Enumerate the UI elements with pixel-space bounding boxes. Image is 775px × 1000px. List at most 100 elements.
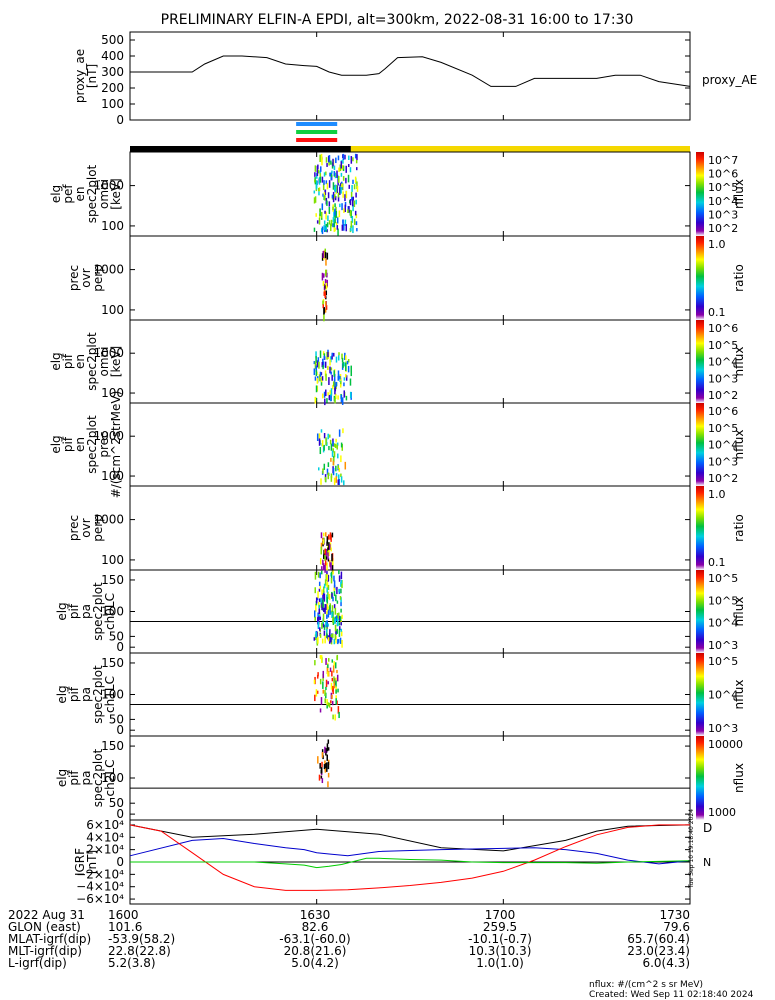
spectrogram-cell: [336, 586, 338, 595]
spectrogram-cell: [339, 187, 341, 195]
spectrogram-cell: [328, 593, 331, 601]
spectrogram-cell: [326, 562, 328, 571]
spectrogram-cell: [320, 775, 323, 779]
spectrogram-cell: [332, 223, 334, 228]
spectrogram-cell: [326, 613, 328, 619]
spectrogram-cell: [328, 201, 331, 207]
spectrogram-cell: [339, 384, 342, 388]
spectrogram-cell: [323, 286, 326, 294]
spectrogram-cell: [349, 167, 352, 173]
spectrogram-cell: [337, 465, 340, 469]
spectrogram-cell: [327, 351, 329, 358]
spectrogram-cell: [319, 350, 322, 358]
spectrogram-cell: [319, 447, 322, 455]
panel-frame-spin_full_omni: [129, 151, 691, 237]
spectrogram-cell: [323, 273, 325, 278]
spectrogram-cell: [345, 177, 347, 184]
y-axis-label: omni: [97, 179, 111, 209]
y-tick-label: 100: [101, 469, 124, 483]
y-axis-label: pa: [79, 687, 93, 702]
spectrogram-cell: [319, 763, 321, 769]
spectrogram-cell: [313, 197, 316, 204]
spectrogram-cell: [344, 352, 346, 360]
spectrogram-cell: [343, 223, 345, 231]
spectrogram-cell: [323, 314, 325, 322]
colorbar-tick-label: 10^3: [708, 372, 738, 385]
spectrogram-cell: [336, 217, 339, 224]
spectrogram-cell: [330, 395, 332, 402]
spectrogram-cell: [325, 180, 328, 185]
spectrogram-cell: [340, 571, 343, 580]
spectrogram-cell: [322, 300, 324, 306]
y-axis-label: en: [73, 354, 87, 369]
created-timestamp: Created: Wed Sep 11 02:18:40 2024: [589, 990, 754, 1000]
spectrogram-cell: [322, 623, 325, 628]
y-axis-label: pef: [61, 184, 75, 204]
spectrogram-cell: [333, 575, 335, 582]
colorbar-label: nflux: [732, 680, 746, 710]
y-tick-label: 1000: [93, 263, 124, 277]
spectrogram-cell: [325, 305, 328, 310]
spectrogram-cell: [351, 215, 354, 223]
spectrogram-cell: [323, 391, 326, 398]
y-tick-label: 150: [101, 656, 124, 670]
spectrogram-cell: [326, 754, 328, 761]
spectrogram-cell: [334, 194, 336, 198]
spectrogram-cell: [322, 689, 325, 694]
orbit-row-value: 79.6: [663, 920, 690, 934]
spectrogram-cell: [320, 429, 323, 433]
spectrogram-cell: [321, 203, 324, 211]
spectrogram-cell: [339, 626, 341, 630]
spectrogram-cell: [335, 356, 338, 363]
spectrogram-cell: [322, 593, 324, 601]
spectrogram-cell: [344, 194, 346, 202]
spectrogram-cell: [335, 698, 337, 705]
spectrogram-cell: [332, 460, 335, 466]
spectrogram-cell: [314, 571, 317, 580]
spectrogram-cell: [355, 199, 357, 205]
spectrogram-cell: [330, 371, 332, 375]
spectrogram-cell: [317, 637, 319, 644]
spectrogram-cell: [335, 206, 337, 215]
spectrogram-cell: [329, 544, 331, 550]
spectrogram-cell: [338, 615, 341, 621]
spectrogram-cell: [347, 365, 350, 373]
spectrogram-cell: [323, 353, 326, 358]
spectrogram-cell: [331, 532, 334, 538]
spectrogram-cell: [322, 351, 325, 356]
spectrogram-cell: [328, 180, 331, 188]
spectrogram-cell: [340, 442, 343, 448]
colorbar-tick-label: 10^3: [708, 722, 738, 735]
spectrogram-cell: [348, 206, 350, 213]
y-axis-label: spec2plot: [85, 164, 99, 223]
colorbar-tick-label: 1.0: [708, 488, 726, 501]
spectrogram-cell: [340, 622, 342, 626]
orbit-row-value: -10.1(-0.7): [468, 932, 532, 946]
spectrogram-cell: [321, 393, 324, 399]
y-axis-label: pif: [67, 770, 81, 786]
spectrogram-cell: [326, 698, 328, 706]
spectrogram-cell: [327, 670, 330, 677]
colorbar-label: nflux: [732, 597, 746, 627]
spectrogram-cell: [327, 155, 330, 163]
spectrogram-cell: [319, 374, 321, 382]
spectrogram-cell: [319, 633, 322, 638]
spectrogram-cell: [326, 596, 329, 605]
spectrogram-cell: [333, 681, 335, 689]
spectrogram-cell: [334, 208, 336, 217]
spectrogram-cell: [341, 639, 343, 648]
spectrogram-cell: [331, 194, 334, 199]
y-axis-label: elg: [49, 435, 63, 453]
spectrogram-cell: [355, 159, 358, 164]
spectrogram-cell: [331, 450, 334, 457]
spectrogram-cell: [326, 163, 328, 167]
spectrogram-cell: [330, 636, 332, 643]
spectrogram-cell: [318, 588, 321, 592]
y-axis-label: IGRF: [73, 848, 87, 876]
orbit-row-value: 1630: [300, 908, 331, 922]
spectrogram-cell: [333, 589, 336, 597]
spectrogram-cell: [345, 374, 347, 378]
spectrogram-cell: [325, 679, 328, 688]
spectrogram-cell: [325, 604, 328, 610]
spectrogram-cell: [349, 391, 352, 399]
